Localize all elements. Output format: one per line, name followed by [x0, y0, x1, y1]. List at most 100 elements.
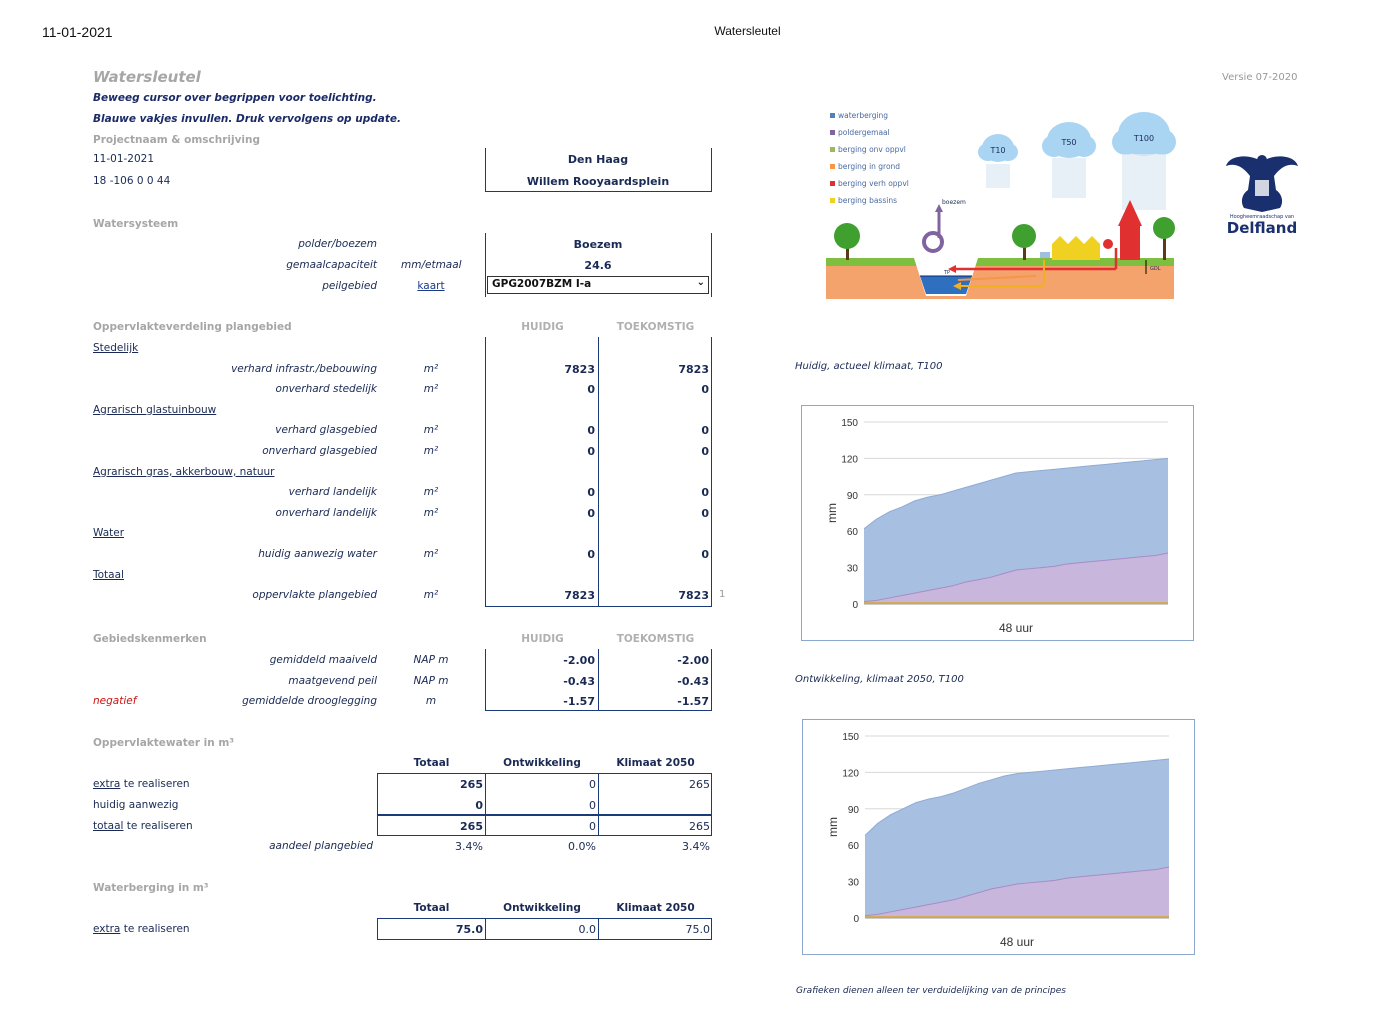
- area-series-1: [865, 867, 1169, 918]
- toekomstig-value[interactable]: 0: [701, 506, 709, 520]
- y-tick-label: 90: [848, 805, 860, 816]
- col-ontwikkeling-2: Ontwikkeling: [503, 902, 581, 914]
- legend-label: berging verh oppvl: [838, 179, 909, 188]
- polder-boezem-value[interactable]: Boezem: [573, 238, 623, 251]
- gebied-toekomstig: -0.43: [677, 674, 709, 688]
- charts-footer-note: Grafieken dienen alleen ter verduidelijk…: [796, 986, 1066, 996]
- peilgebied-select[interactable]: GPG2007BZM I-a ⌄: [487, 276, 709, 294]
- toekomstig-value[interactable]: 0: [701, 383, 709, 397]
- y-tick-label: 30: [847, 564, 859, 575]
- col-ontwikkeling: Ontwikkeling: [503, 757, 581, 769]
- row-label: onverhard glasgebied: [262, 445, 377, 457]
- group-agrarisch-glastuinbouw[interactable]: Agrarisch glastuinbouw: [93, 403, 217, 416]
- row-unit: m²: [423, 445, 439, 457]
- col-klimaat-2050-2: Klimaat 2050: [616, 902, 695, 914]
- huidig-value[interactable]: 0: [587, 424, 595, 438]
- huidig-value[interactable]: 0: [587, 506, 595, 520]
- section-waterberging: Waterberging in m³: [93, 882, 209, 894]
- toekomstig-value[interactable]: 0: [701, 548, 709, 561]
- oppwater-row-text: huidig aanwezig: [93, 799, 179, 811]
- row-unit: m²: [423, 424, 439, 437]
- kaart-link[interactable]: kaart: [417, 280, 445, 292]
- huidig-value[interactable]: 7823: [564, 589, 595, 603]
- y-axis-label: mm: [826, 817, 840, 837]
- aandeel-ontwikkeling: 0.0%: [568, 840, 596, 853]
- oppwater-totaal: 265: [460, 778, 483, 791]
- gebied-huidig: -1.57: [563, 695, 595, 709]
- legend-swatch: [830, 130, 835, 135]
- oppwater-row-label: huidig aanwezig: [93, 799, 178, 811]
- huidig-value[interactable]: 7823: [564, 362, 595, 376]
- print-date: 11-01-2021: [42, 24, 113, 40]
- row-label: verhard infrastr./bebouwing: [231, 362, 377, 375]
- label-peilgebied: peilgebied: [322, 280, 377, 292]
- label-aandeel-plangebied: aandeel plangebied: [269, 840, 373, 852]
- huidig-value[interactable]: 0: [587, 486, 595, 500]
- svg-text:T50: T50: [1060, 138, 1076, 147]
- svg-text:GDL: GDL: [1150, 266, 1161, 272]
- gebied-toekomstig: -1.57: [677, 695, 709, 709]
- toekomstig-value[interactable]: 0: [701, 486, 709, 500]
- label-gemaalcapaciteit: gemaalcapaciteit: [286, 259, 377, 271]
- project-description-field[interactable]: Willem Rooyaardsplein: [526, 175, 670, 188]
- row-label: onverhard stedelijk: [275, 383, 377, 396]
- oppwater-totaal: 0: [475, 799, 483, 812]
- y-tick-label: 60: [848, 841, 860, 852]
- row-unit: m²: [423, 548, 439, 560]
- legend-swatch: [830, 147, 835, 152]
- col-toekomstig-2: TOEKOMSTIG: [616, 633, 695, 645]
- chart-huidig-frame: 0 30 60 90 120 150 48 uur mm: [801, 405, 1194, 641]
- peilgebied-selected-value: GPG2007BZM I-a: [492, 278, 592, 290]
- extra-link[interactable]: extra: [93, 923, 121, 935]
- chevron-down-icon: ⌄: [696, 277, 705, 288]
- oppwater-row-text: te realiseren: [123, 820, 193, 832]
- project-code: 18 -106 0 0 44: [93, 175, 171, 187]
- toekomstig-value[interactable]: 0: [701, 424, 709, 438]
- group-totaal[interactable]: Totaal: [93, 568, 124, 581]
- legend-label: waterberging: [838, 111, 888, 120]
- huidig-value[interactable]: 0: [587, 548, 595, 561]
- version-label: Versie 07-2020: [1222, 72, 1298, 83]
- x-axis-label: 48 uur: [1000, 935, 1034, 949]
- project-name-field[interactable]: Den Haag: [567, 153, 629, 166]
- footnote-marker: 1: [719, 589, 726, 601]
- series-line-1: [863, 552, 1169, 603]
- extra-link[interactable]: extra: [93, 778, 121, 790]
- watersystem-illustration: waterberging poldergemaal berging onv oppv…: [826, 111, 1176, 299]
- chart2-caption: Ontwikkeling, klimaat 2050, T100: [795, 674, 964, 685]
- totaal-link[interactable]: totaal: [93, 820, 124, 832]
- col-klimaat-2050: Klimaat 2050: [616, 757, 695, 769]
- svg-text:T10: T10: [989, 146, 1005, 155]
- y-tick-label: 0: [853, 914, 859, 925]
- huidig-value[interactable]: 0: [587, 445, 595, 458]
- series-line-0: [863, 457, 1169, 530]
- y-axis-label: mm: [825, 503, 839, 523]
- toekomstig-value[interactable]: 0: [701, 445, 709, 458]
- y-tick-label: 120: [842, 768, 859, 779]
- group-agrarisch-gras-akkerbouw-natuur[interactable]: Agrarisch gras, akkerbouw, natuur: [93, 465, 275, 478]
- oppwater-klimaat: 265: [689, 778, 710, 791]
- oppwater-row-label: totaal te realiseren: [93, 820, 193, 832]
- oppwater-ontwikkeling: 0: [589, 778, 596, 791]
- gebied-huidig: -2.00: [563, 654, 595, 667]
- svg-text:T100: T100: [1133, 134, 1154, 143]
- oppwater-ontwikkeling: 0: [589, 799, 596, 812]
- gebied-label: maatgevend peil: [288, 674, 377, 687]
- section-oppervlakteverdeling: Oppervlakteverdeling plangebied: [93, 321, 292, 333]
- legend-label: berging bassins: [838, 196, 897, 205]
- group-stedelijk[interactable]: Stedelijk: [93, 342, 139, 354]
- cloud-t50-icon: T50: [1042, 122, 1096, 198]
- gebied-toekomstig: -2.00: [677, 654, 709, 667]
- row-label: verhard landelijk: [288, 486, 377, 499]
- section-gebiedskenmerken: Gebiedskenmerken: [93, 633, 207, 645]
- y-tick-label: 60: [847, 527, 859, 538]
- col-totaal: Totaal: [413, 757, 450, 769]
- toekomstig-value[interactable]: 7823: [678, 362, 709, 376]
- toekomstig-value[interactable]: 7823: [678, 589, 709, 603]
- y-tick-label: 150: [842, 732, 859, 743]
- huidig-value[interactable]: 0: [587, 383, 595, 397]
- group-water[interactable]: Water: [93, 527, 125, 540]
- gemaalcapaciteit-value[interactable]: 24.6: [584, 259, 612, 272]
- cloud-t100-icon: T100: [1112, 112, 1176, 210]
- oppwater-ontwikkeling: 0: [589, 820, 596, 833]
